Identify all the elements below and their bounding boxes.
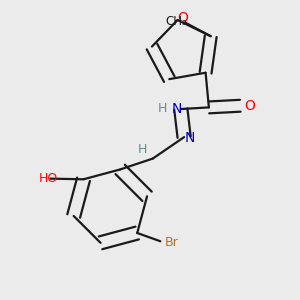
Text: H: H <box>158 102 167 115</box>
Text: O: O <box>177 11 188 26</box>
Text: N: N <box>185 131 195 145</box>
Text: N: N <box>172 102 182 116</box>
Text: H: H <box>137 143 147 156</box>
Text: O: O <box>244 99 255 113</box>
Text: Br: Br <box>164 236 178 249</box>
Text: HO: HO <box>39 172 58 185</box>
Text: CH₃: CH₃ <box>165 15 187 28</box>
